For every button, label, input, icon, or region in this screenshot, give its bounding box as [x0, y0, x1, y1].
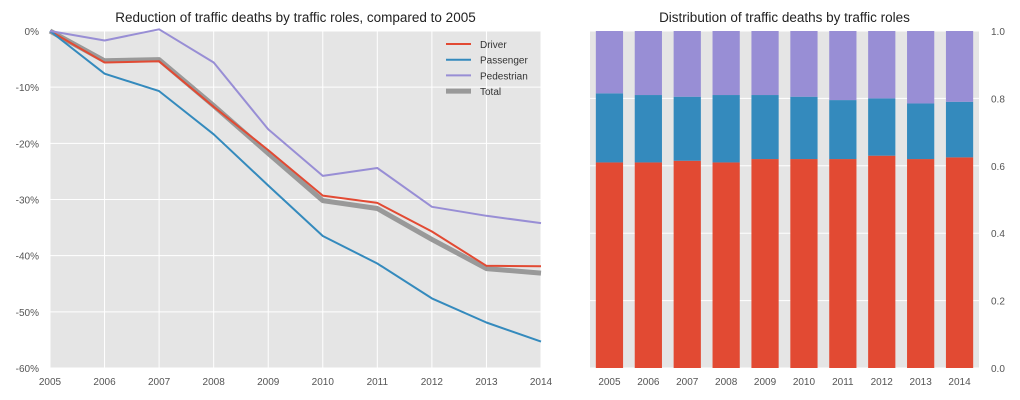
- bar-segment-pedestrian: [634, 31, 662, 96]
- legend-label-driver: Driver: [480, 40, 507, 51]
- line-y-tick-label: -60%: [16, 364, 39, 375]
- bar-segment-passenger: [673, 96, 701, 161]
- legend-label-total: Total: [480, 87, 501, 98]
- line-x-tick-label: 2010: [312, 377, 335, 388]
- bar-segment-driver: [868, 155, 896, 368]
- bar-segment-driver: [751, 159, 779, 368]
- line-y-tick-label: -50%: [16, 308, 39, 319]
- bar-x-tick-label: 2008: [715, 377, 738, 388]
- bar-segment-driver: [634, 162, 662, 368]
- bar-y-tick-label: 0.4: [991, 229, 1005, 240]
- line-x-tick-label: 2013: [475, 377, 498, 388]
- bar-y-tick-label: 0.8: [991, 94, 1005, 105]
- bar-x-tick-label: 2011: [832, 377, 854, 388]
- bar-y-tick-label: 0.2: [991, 297, 1005, 308]
- bar-y-tick-label: 0.0: [991, 364, 1005, 375]
- bar-chart-title: Distribution of traffic deaths by traffi…: [659, 10, 910, 25]
- bar-segment-pedestrian: [945, 31, 974, 102]
- line-y-tick-label: -10%: [16, 83, 39, 94]
- line-x-tick-label: 2006: [93, 377, 116, 388]
- bar-segment-driver: [945, 157, 974, 368]
- line-x-tick-label: 2011: [367, 377, 389, 388]
- series-line-passenger: [49, 30, 542, 343]
- bar-x-tick-label: 2006: [637, 377, 660, 388]
- line-x-tick-label: 2008: [203, 377, 226, 388]
- bar-x-tick-label: 2005: [598, 377, 621, 388]
- line-chart-title: Reduction of traffic deaths by traffic r…: [115, 10, 476, 25]
- bar-segment-pedestrian: [790, 31, 818, 97]
- bar-segment-pedestrian: [751, 31, 779, 96]
- line-y-tick-label: -20%: [16, 139, 39, 150]
- bar-segment-passenger: [829, 100, 857, 160]
- bar-segment-pedestrian: [829, 31, 857, 101]
- line-y-tick-label: 0%: [25, 27, 40, 38]
- bar-segment-driver: [673, 160, 701, 368]
- bar-x-tick-label: 2007: [676, 377, 699, 388]
- legend-label-passenger: Passenger: [480, 56, 528, 67]
- line-x-tick-label: 2005: [39, 377, 62, 388]
- bar-segment-passenger: [868, 98, 896, 156]
- bar-segment-pedestrian: [868, 31, 896, 99]
- bar-segment-passenger: [945, 101, 974, 158]
- series-line-driver: [49, 30, 542, 268]
- bar-segment-driver: [907, 159, 935, 368]
- bar-segment-passenger: [907, 103, 935, 160]
- bar-segment-driver: [712, 162, 740, 368]
- series-line-total: [48, 28, 542, 276]
- line-x-tick-label: 2012: [421, 377, 444, 388]
- line-y-tick-label: -40%: [16, 252, 39, 263]
- bar-segment-driver: [829, 159, 857, 368]
- series-line-pedestrian: [49, 28, 542, 225]
- bar-segment-pedestrian: [595, 31, 624, 94]
- bar-segment-pedestrian: [907, 31, 935, 104]
- line-x-tick-label: 2014: [530, 377, 553, 388]
- bar-y-tick-label: 1.0: [991, 27, 1005, 38]
- bar-x-tick-label: 2013: [910, 377, 933, 388]
- bar-segment-pedestrian: [712, 31, 740, 96]
- bar-x-tick-label: 2009: [754, 377, 777, 388]
- bar-segment-passenger: [634, 95, 662, 163]
- bar-segment-driver: [790, 159, 818, 368]
- bar-x-tick-label: 2010: [793, 377, 816, 388]
- bar-segment-pedestrian: [673, 31, 701, 97]
- bar-segment-driver: [595, 162, 624, 368]
- bar-segment-passenger: [790, 96, 818, 160]
- line-y-tick-label: -30%: [16, 196, 39, 207]
- legend-label-pedestrian: Pedestrian: [480, 71, 528, 82]
- bar-x-tick-label: 2012: [871, 377, 894, 388]
- bar-x-tick-label: 2014: [948, 377, 971, 388]
- bar-segment-passenger: [751, 95, 779, 160]
- bar-segment-passenger: [595, 93, 624, 163]
- bar-segment-passenger: [712, 95, 740, 163]
- bar-y-tick-label: 0.6: [991, 162, 1005, 173]
- line-x-tick-label: 2007: [148, 377, 171, 388]
- line-x-tick-label: 2009: [257, 377, 280, 388]
